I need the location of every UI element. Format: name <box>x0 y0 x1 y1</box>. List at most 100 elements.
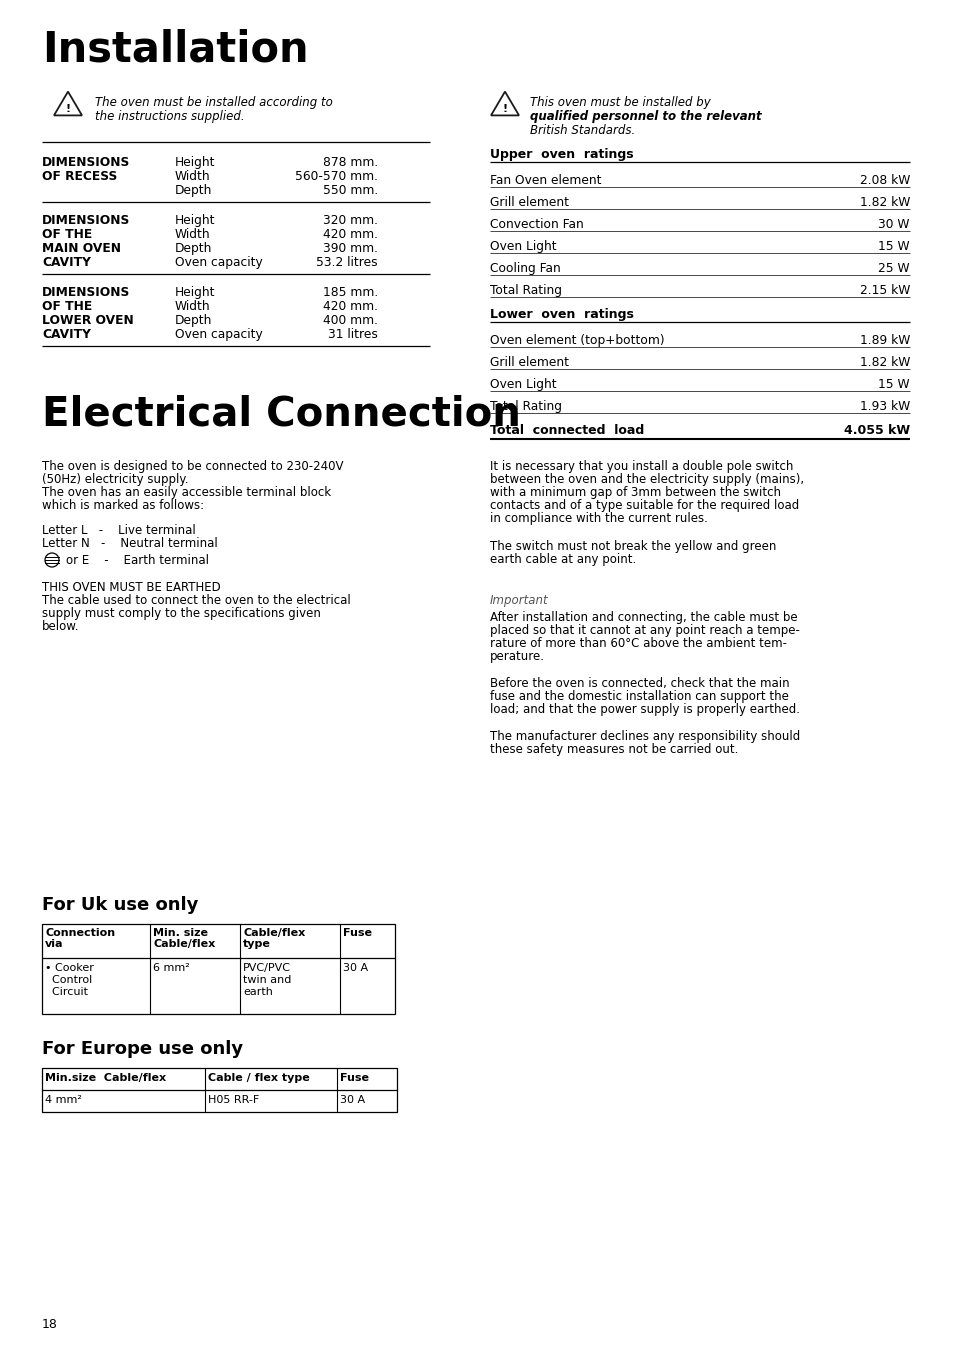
Text: Min. size: Min. size <box>152 928 208 938</box>
Text: 2.15 kW: 2.15 kW <box>859 284 909 297</box>
Text: The cable used to connect the oven to the electrical: The cable used to connect the oven to th… <box>42 594 351 607</box>
Text: 1.93 kW: 1.93 kW <box>859 400 909 413</box>
Text: which is marked as follows:: which is marked as follows: <box>42 499 204 512</box>
Text: Fan Oven element: Fan Oven element <box>490 174 601 186</box>
Text: Cable / flex type: Cable / flex type <box>208 1073 310 1084</box>
Text: DIMENSIONS: DIMENSIONS <box>42 286 131 299</box>
Text: Letter N   -    Neutral terminal: Letter N - Neutral terminal <box>42 536 217 550</box>
Text: the instructions supplied.: the instructions supplied. <box>95 109 244 123</box>
Text: After installation and connecting, the cable must be: After installation and connecting, the c… <box>490 611 797 624</box>
Text: 420 mm.: 420 mm. <box>323 300 377 313</box>
Text: these safety measures not be carried out.: these safety measures not be carried out… <box>490 743 738 757</box>
Text: 560-570 mm.: 560-570 mm. <box>294 170 377 182</box>
Bar <box>42 924 395 1015</box>
Text: • Cooker: • Cooker <box>45 963 93 973</box>
Text: 1.89 kW: 1.89 kW <box>859 334 909 347</box>
Text: fuse and the domestic installation can support the: fuse and the domestic installation can s… <box>490 690 788 703</box>
Text: This oven must be installed by: This oven must be installed by <box>530 96 710 109</box>
Text: The oven has an easily accessible terminal block: The oven has an easily accessible termin… <box>42 486 331 499</box>
Text: Circuit: Circuit <box>45 988 88 997</box>
Text: Important: Important <box>490 594 548 607</box>
Text: 6 mm²: 6 mm² <box>152 963 190 973</box>
Text: Width: Width <box>174 228 211 240</box>
Text: with a minimum gap of 3mm between the switch: with a minimum gap of 3mm between the sw… <box>490 486 781 499</box>
Text: For Uk use only: For Uk use only <box>42 896 198 915</box>
Text: Fuse: Fuse <box>339 1073 369 1084</box>
Text: 2.08 kW: 2.08 kW <box>859 174 909 186</box>
Text: The switch must not break the yellow and green: The switch must not break the yellow and… <box>490 540 776 553</box>
Text: qualified personnel to the relevant: qualified personnel to the relevant <box>530 109 760 123</box>
Text: Oven element (top+bottom): Oven element (top+bottom) <box>490 334 664 347</box>
Text: Convection Fan: Convection Fan <box>490 218 583 231</box>
Text: earth: earth <box>243 988 273 997</box>
Text: Total Rating: Total Rating <box>490 400 561 413</box>
Text: 878 mm.: 878 mm. <box>322 155 377 169</box>
Text: Electrical Connection: Electrical Connection <box>42 394 520 435</box>
Text: 1.82 kW: 1.82 kW <box>859 357 909 369</box>
Text: twin and: twin and <box>243 975 291 985</box>
Text: 31 litres: 31 litres <box>328 328 377 340</box>
Text: MAIN OVEN: MAIN OVEN <box>42 242 121 255</box>
Text: THIS OVEN MUST BE EARTHED: THIS OVEN MUST BE EARTHED <box>42 581 220 594</box>
Text: or E    -    Earth terminal: or E - Earth terminal <box>66 554 209 567</box>
Text: OF RECESS: OF RECESS <box>42 170 117 182</box>
Text: Connection: Connection <box>45 928 115 938</box>
Text: !: ! <box>66 104 71 113</box>
Text: Before the oven is connected, check that the main: Before the oven is connected, check that… <box>490 677 789 690</box>
Text: It is necessary that you install a double pole switch: It is necessary that you install a doubl… <box>490 459 793 473</box>
Text: 25 W: 25 W <box>878 262 909 276</box>
Text: Total  connected  load: Total connected load <box>490 424 643 436</box>
Text: Total Rating: Total Rating <box>490 284 561 297</box>
Text: supply must comply to the specifications given: supply must comply to the specifications… <box>42 607 320 620</box>
Text: Oven capacity: Oven capacity <box>174 255 262 269</box>
Text: Fuse: Fuse <box>343 928 372 938</box>
Text: via: via <box>45 939 64 948</box>
Text: Upper  oven  ratings: Upper oven ratings <box>490 149 633 161</box>
Text: Control: Control <box>45 975 92 985</box>
Text: (50Hz) electricity supply.: (50Hz) electricity supply. <box>42 473 189 486</box>
Text: CAVITY: CAVITY <box>42 328 91 340</box>
Bar <box>42 1069 396 1112</box>
Text: earth cable at any point.: earth cable at any point. <box>490 553 636 566</box>
Text: rature of more than 60°C above the ambient tem-: rature of more than 60°C above the ambie… <box>490 638 786 650</box>
Text: Lower  oven  ratings: Lower oven ratings <box>490 308 633 322</box>
Text: Oven capacity: Oven capacity <box>174 328 262 340</box>
Text: 30 W: 30 W <box>878 218 909 231</box>
Text: 4.055 kW: 4.055 kW <box>843 424 909 436</box>
Text: Installation: Installation <box>42 28 309 70</box>
Text: 15 W: 15 W <box>878 378 909 390</box>
Text: contacts and of a type suitable for the required load: contacts and of a type suitable for the … <box>490 499 799 512</box>
Text: H05 RR-F: H05 RR-F <box>208 1096 259 1105</box>
Text: between the oven and the electricity supply (mains),: between the oven and the electricity sup… <box>490 473 803 486</box>
Text: DIMENSIONS: DIMENSIONS <box>42 213 131 227</box>
Text: 420 mm.: 420 mm. <box>323 228 377 240</box>
Text: Depth: Depth <box>174 313 213 327</box>
Text: 4 mm²: 4 mm² <box>45 1096 82 1105</box>
Text: type: type <box>243 939 271 948</box>
Text: British Standards.: British Standards. <box>530 124 635 136</box>
Text: Grill element: Grill element <box>490 357 568 369</box>
Text: Depth: Depth <box>174 184 213 197</box>
Text: 1.82 kW: 1.82 kW <box>859 196 909 209</box>
Text: Grill element: Grill element <box>490 196 568 209</box>
Text: The manufacturer declines any responsibility should: The manufacturer declines any responsibi… <box>490 730 800 743</box>
Text: 320 mm.: 320 mm. <box>323 213 377 227</box>
Text: CAVITY: CAVITY <box>42 255 91 269</box>
Text: 185 mm.: 185 mm. <box>322 286 377 299</box>
Text: load; and that the power supply is properly earthed.: load; and that the power supply is prope… <box>490 703 800 716</box>
Text: For Europe use only: For Europe use only <box>42 1040 243 1058</box>
Text: 15 W: 15 W <box>878 240 909 253</box>
Text: Height: Height <box>174 286 215 299</box>
Text: 18: 18 <box>42 1319 58 1331</box>
Text: PVC/PVC: PVC/PVC <box>243 963 291 973</box>
Text: Height: Height <box>174 213 215 227</box>
Text: Oven Light: Oven Light <box>490 240 556 253</box>
Text: Cable/flex: Cable/flex <box>152 939 215 948</box>
Text: 53.2 litres: 53.2 litres <box>316 255 377 269</box>
Text: OF THE: OF THE <box>42 300 92 313</box>
Text: 550 mm.: 550 mm. <box>322 184 377 197</box>
Text: perature.: perature. <box>490 650 544 663</box>
Text: Depth: Depth <box>174 242 213 255</box>
Text: Min.size  Cable/flex: Min.size Cable/flex <box>45 1073 166 1084</box>
Text: Oven Light: Oven Light <box>490 378 556 390</box>
